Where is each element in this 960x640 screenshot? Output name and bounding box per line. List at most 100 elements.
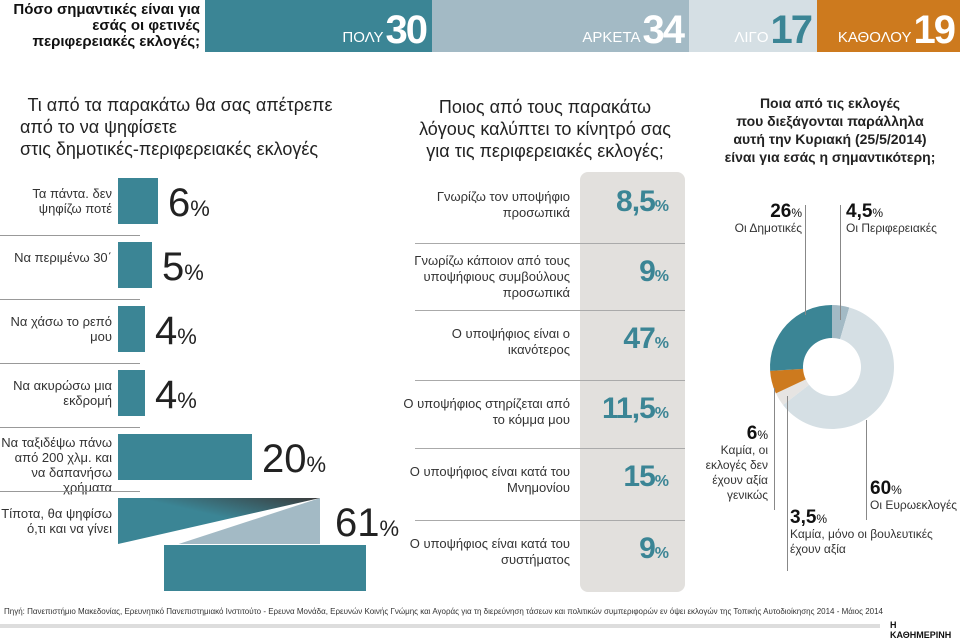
donut-slice <box>783 307 894 429</box>
value-number: 6 <box>168 181 191 225</box>
percent-sign: % <box>654 268 669 285</box>
segment-label: ΚΑΘΟΛΟΥ <box>837 29 912 46</box>
bar-label: Να περιμένω 30΄ <box>14 250 112 265</box>
slice-value: 60% <box>870 478 902 499</box>
percent-sign: % <box>816 512 828 526</box>
title-line: είναι για εσάς η σημαντικότερη; <box>724 149 936 165</box>
reason-label: Ο υποψήφιος είναι κατά του Μνημονίου <box>409 464 570 495</box>
segment-value: 34 <box>642 8 685 52</box>
source-note: Πηγή: Πανεπιστήμιο Μακεδονίας, Ερευνητικ… <box>4 607 883 616</box>
donut-chart <box>770 305 894 429</box>
slice-name: Οι Περιφερειακές <box>846 221 937 235</box>
bar-label: Να ακυρώσω μια εκδρομή <box>13 378 112 408</box>
header-title: Πόσο σημαντικές είναι για εσάς οι φετινέ… <box>13 1 200 50</box>
slice-label: 60% Οι Ευρωεκλογές <box>870 478 958 513</box>
slice-value: 4,5% <box>846 201 883 222</box>
bar-value: 4% <box>155 311 197 357</box>
leader-line <box>866 420 867 520</box>
reason-label: Ο υποψήφιος στηρίζεται από το κόμμα μου <box>403 396 570 427</box>
percent-sign: % <box>379 516 400 541</box>
row-divider <box>0 363 140 364</box>
title-line: στις δημοτικές-περιφερειακές εκλογές <box>20 139 319 159</box>
header-segment: ΑΡΚΕΤΑ 34 <box>432 0 689 52</box>
title-line: για τις περιφερειακές εκλογές; <box>426 141 664 161</box>
row-divider <box>0 427 140 428</box>
percent-sign: % <box>177 324 197 349</box>
value-number: 4,5 <box>846 201 873 222</box>
footer-rule <box>0 624 880 628</box>
values-box <box>580 172 685 592</box>
reason-label: Ο υποψήφιος είναι κατά του συστήματος <box>409 536 570 567</box>
percent-sign: % <box>654 198 669 215</box>
donut-slice <box>775 379 810 406</box>
row-divider <box>415 243 685 244</box>
slice-name: Οι Δημοτικές <box>734 221 802 235</box>
slice-name: Καμία, μόνο οι βουλευτικές έχουν αξία <box>790 527 933 556</box>
title-line: Ποια από τις εκλογές <box>759 95 901 111</box>
leader-line <box>787 396 788 571</box>
reason-value: 11,5% <box>582 392 682 426</box>
row-divider <box>415 310 685 311</box>
value-number: 20 <box>262 437 307 481</box>
slice-name: Καμία, οι εκλογές δεν έχουν αξία γενικώς <box>705 443 768 502</box>
reason-label: Γνωρίζω τον υποψήφιο προσωπικά <box>436 189 570 220</box>
bar-folded-bottom <box>164 545 366 591</box>
reason-value: 9% <box>582 255 682 289</box>
percent-sign: % <box>190 196 210 221</box>
reason-label: Γνωρίζω κάποιον από τους υποψήφιους συμβ… <box>414 253 570 300</box>
value-number: 6 <box>746 423 758 444</box>
donut-slice <box>770 305 832 371</box>
percent-sign: % <box>757 428 768 442</box>
value-number: 61 <box>335 501 380 545</box>
row-divider <box>415 448 685 449</box>
slice-label: 4,5% Οι Περιφερειακές <box>846 201 937 236</box>
bar-value: 5% <box>162 247 204 293</box>
reason-label: Ο υποψήφιος είναι ο ικανότερος <box>451 326 570 357</box>
segment-value: 30 <box>385 8 428 52</box>
donut-slice <box>770 368 806 394</box>
value-number: 15 <box>623 460 655 493</box>
percent-sign: % <box>184 260 204 285</box>
bar-value: 4% <box>155 375 197 421</box>
slice-value: 3,5% <box>790 507 827 528</box>
row-divider <box>415 520 685 521</box>
value-number: 11,5 <box>602 392 656 425</box>
brand-logo: Η ΚΑΘΗΜΕΡΙΝΗ <box>890 620 952 640</box>
value-number: 3,5 <box>790 507 817 528</box>
row-divider <box>415 380 685 381</box>
title-line: Ποιος από τους παρακάτω <box>438 97 652 117</box>
header-segment: ΚΑΘΟΛΟΥ 19 <box>817 0 960 52</box>
bar-value: 61% <box>335 503 399 549</box>
leader-line <box>840 205 841 320</box>
slice-value: 26% <box>770 201 802 222</box>
reason-value: 15% <box>582 460 682 494</box>
segment-label: ΛΙΓΟ <box>734 29 769 46</box>
slice-label: 3,5% Καμία, μόνο οι βουλευτικές έχουν αξί… <box>790 507 960 557</box>
title-line: λόγους καλύπτει το κίνητρό σας <box>419 119 671 139</box>
value-number: 9 <box>639 532 656 565</box>
row-divider <box>0 491 140 492</box>
right-chart-title: Ποια από τις εκλογές που διεξάγονται παρ… <box>700 94 960 166</box>
value-number: 8,5 <box>616 185 656 218</box>
slice-value: 6% <box>747 423 768 444</box>
bar-value: 6% <box>168 183 210 229</box>
middle-chart-title: Ποιος από τους παρακάτω λόγους καλύπτει … <box>400 96 690 162</box>
header-segment: ΠΟΛΥ 30 <box>205 0 432 52</box>
value-number: 4 <box>155 373 178 417</box>
row-divider <box>0 299 140 300</box>
slice-label: 26% Οι Δημοτικές <box>700 201 802 236</box>
header-segment: ΛΙΓΟ 17 <box>689 0 817 52</box>
segment-label: ΑΡΚΕΤΑ <box>582 29 641 46</box>
value-number: 9 <box>639 255 656 288</box>
bar-label: Τα πάντα. δεν ψηφίζω ποτέ <box>32 186 112 216</box>
slice-name: Οι Ευρωεκλογές <box>870 498 958 512</box>
title-line: που διεξάγονται παράλληλα <box>736 113 924 129</box>
value-number: 4 <box>155 309 178 353</box>
percent-sign: % <box>654 473 669 490</box>
bar-label: Τίποτα, θα ψηφίσω ό,τι και να γίνει <box>1 506 112 536</box>
leader-line <box>805 205 806 315</box>
row-divider <box>0 235 140 236</box>
value-number: 60 <box>870 478 892 499</box>
segment-label: ΠΟΛΥ <box>342 29 384 46</box>
slice-label: 6% Καμία, οι εκλογές δεν έχουν αξία γενικ… <box>700 423 768 503</box>
